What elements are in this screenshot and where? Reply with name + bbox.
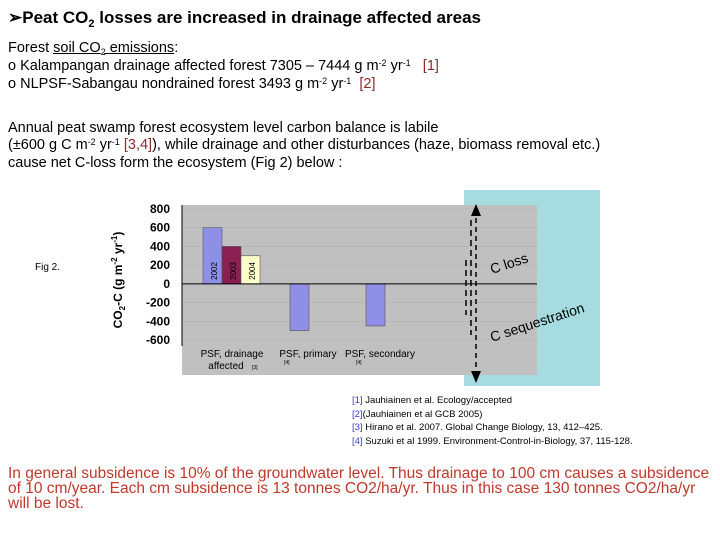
line1-sup1: -2 [378,58,387,68]
line1-text: o Kalampangan drainage affected forest 7… [8,58,379,74]
line2-sup2: -1 [343,76,352,86]
y-tick-labels: 800 600 400 200 0 -200 -400 -600 [146,202,170,347]
y-tick-label: -200 [146,296,170,310]
bar-psf-secondary [365,283,386,327]
line1-mid: yr [386,58,403,74]
y-tick-label: 600 [150,221,170,235]
title-prefix: Peat CO [22,8,89,27]
x-category-ref: [3] [252,365,258,371]
y-axis-label: CO2-C (g m-2 yr-1) [110,232,127,329]
balance-line2-post: ), while drainage and other disturbances… [152,137,601,153]
balance-sup2: -1 [111,137,120,147]
figure-label: Fig 2. [35,262,61,273]
reference-text: Hirano et al. 2007. Global Change Biolog… [362,422,603,433]
reference-number: [2] [352,408,363,420]
bar-psf-primary [289,283,310,331]
line2-sup1: -2 [319,76,328,86]
x-category-label: PSF, secondary [345,349,415,360]
y-tick-label: -600 [146,333,170,347]
bars-group: 2002 2003 2004 [202,227,386,331]
reference-item[interactable]: [2](Jauhiainen et al GCB 2005) [352,408,633,422]
title-suffix: losses are increased in drainage affecte… [94,8,481,27]
down-arrow-icon [471,371,481,383]
y-tick-label: 400 [150,239,170,253]
heading-post: : [174,40,179,56]
subsidence-note: In general subsidence is 10% of the grou… [8,465,710,512]
balance-line2: (±600 g C m-2 yr-1 [3,4]), while drainag… [8,137,600,155]
line1-ref: [1] [422,58,439,74]
reference-item[interactable]: [4] Suzuki et al 1999. Environment-Contr… [352,435,633,449]
x-category-label-line2: affected [208,361,243,372]
balance-line3: cause net C-loss form the ecosystem (Fig… [8,155,343,171]
y-tick-label: 0 [163,277,170,291]
balance-line2-pre: (±600 g C m [8,137,88,153]
reference-number: [4] [352,435,363,447]
reference-text: Suzuki et al 1999. Environment-Control-i… [362,435,633,447]
line2-mid: yr [327,76,344,92]
balance-sup1: -2 [87,137,96,147]
soil-emissions-heading: Forest soil CO2 emissions: [8,40,439,58]
balance-line1: Annual peat swamp forest ecosystem level… [8,120,439,136]
reference-item[interactable]: [1] Jauhiainen et al. Ecology/accepted [352,394,633,408]
heading-u-text: soil CO [53,40,101,56]
up-arrow-icon [471,204,481,216]
arrow-bullet-icon: ➢ [8,8,23,27]
carbon-balance-block: Annual peat swamp forest ecosystem level… [8,120,600,172]
heading-subscript: 2 [100,47,106,57]
heading-u-text-2: emissions [105,40,175,56]
reference-number: [1] [352,395,363,406]
plot-area [182,205,537,375]
line1-sup2: -1 [402,58,411,68]
y-tick-label: 800 [150,202,170,216]
balance-ref: [3,4] [123,137,153,153]
references-list: [1] Jauhiainen et al. Ecology/accepted [… [352,394,633,448]
reference-text: (Jauhiainen et al GCB 2005) [362,408,483,420]
carbon-balance-chart: 2002 2003 2004 800 600 400 200 0 -200 -400 -600 C… [110,190,600,386]
heading-pre: Forest [8,40,54,56]
soil-emissions-block: Forest soil CO2 emissions: o Kalampangan… [8,40,439,94]
line2-text: o NLPSF-Sabangau nondrained forest 3493 … [8,76,320,92]
bar-year-label: 2002 [210,262,219,280]
reference-number: [3] [352,422,363,433]
sabangau-line: o NLPSF-Sabangau nondrained forest 3493 … [8,76,439,94]
line2-ref: [2] [359,76,376,92]
x-category-ref: [4] [284,360,290,366]
title-subscript: 2 [88,18,95,30]
y-tick-label: -400 [146,314,170,328]
slide-title: ➢Peat CO2 losses are increased in draina… [8,8,481,30]
bar-year-label: 2004 [248,262,257,280]
reference-item[interactable]: [3] Hirano et al. 2007. Global Change Bi… [352,421,633,435]
x-category-ref: [4] [356,360,362,366]
y-tick-label: 200 [150,258,170,272]
kalampangan-line: o Kalampangan drainage affected forest 7… [8,58,439,76]
bar-year-label: 2003 [229,262,238,280]
x-category-label: PSF, primary [279,349,336,360]
reference-text: Jauhiainen et al. Ecology/accepted [362,395,513,406]
balance-mid: yr [95,137,112,153]
heading-underlined: soil CO2 emissions [53,40,175,57]
x-category-label: PSF, drainage [201,349,264,360]
